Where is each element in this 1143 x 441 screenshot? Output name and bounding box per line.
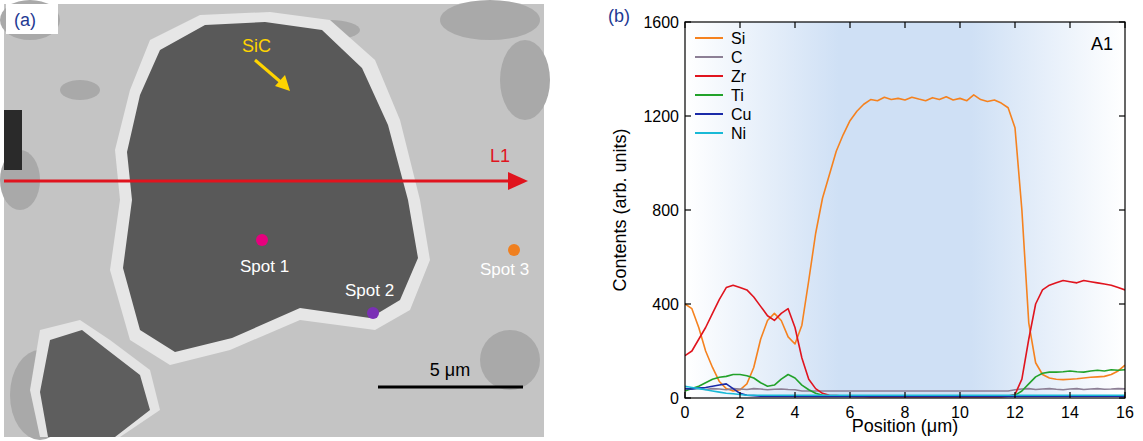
y-tick bbox=[685, 303, 691, 304]
phase-label: SiC bbox=[242, 36, 271, 56]
y-tick bbox=[685, 209, 691, 210]
x-tick bbox=[849, 392, 850, 398]
scan-label: L1 bbox=[490, 146, 510, 166]
scan-arrowhead bbox=[508, 172, 528, 190]
legend-swatch bbox=[695, 132, 723, 134]
x-tick bbox=[1069, 392, 1070, 398]
chart-title: A1 bbox=[1091, 34, 1113, 54]
y-tick-right bbox=[1119, 115, 1125, 116]
sic-particle bbox=[123, 22, 418, 352]
series-line bbox=[685, 388, 1125, 391]
plot-background bbox=[685, 22, 1125, 398]
legend: Si C Zr Ti Cu Ni bbox=[695, 30, 751, 142]
legend-swatch bbox=[695, 37, 723, 39]
x-tick-top bbox=[794, 22, 795, 28]
spot-label: Spot 2 bbox=[345, 281, 394, 300]
y-tick-right bbox=[1119, 21, 1125, 22]
legend-label: Ni bbox=[731, 125, 746, 142]
sem-grain bbox=[0, 0, 60, 40]
phase-arrowhead bbox=[275, 75, 290, 91]
y-tick bbox=[685, 21, 691, 22]
chart-panel: 0246810121416040080012001600Position (μm… bbox=[608, 6, 1134, 436]
sem-grain bbox=[440, 0, 540, 40]
y-tick-label: 400 bbox=[652, 296, 679, 313]
spot-marker bbox=[367, 307, 379, 319]
sem-grain bbox=[480, 330, 540, 390]
sem-grain bbox=[60, 80, 100, 100]
legend-label: Zr bbox=[731, 68, 747, 85]
panel-label: (b) bbox=[608, 6, 630, 26]
x-tick-label: 14 bbox=[1061, 404, 1079, 421]
x-tick-top bbox=[904, 22, 905, 28]
y-axis-title: Contents (arb. units) bbox=[610, 128, 630, 291]
spot-marker bbox=[508, 244, 520, 256]
x-tick-label: 0 bbox=[681, 404, 690, 421]
x-tick bbox=[684, 392, 685, 398]
x-tick-top bbox=[1069, 22, 1070, 28]
y-tick-right bbox=[1119, 209, 1125, 210]
y-tick bbox=[685, 397, 691, 398]
x-axis-title: Position (μm) bbox=[852, 416, 958, 436]
spot-label: Spot 1 bbox=[240, 257, 289, 276]
sem-rim bbox=[30, 320, 160, 437]
y-tick-right bbox=[1119, 397, 1125, 398]
y-tick-label: 800 bbox=[652, 202, 679, 219]
sem-grain bbox=[500, 40, 550, 120]
y-tick-right bbox=[1119, 303, 1125, 304]
legend-label: C bbox=[731, 49, 743, 66]
spot-marker bbox=[256, 234, 268, 246]
scale-bar-label: 5 μm bbox=[430, 360, 470, 380]
y-tick bbox=[685, 115, 691, 116]
x-tick-label: 16 bbox=[1116, 404, 1134, 421]
sem-rim bbox=[110, 12, 430, 365]
legend-swatch bbox=[695, 113, 723, 115]
series-line bbox=[685, 95, 1125, 391]
series-group bbox=[685, 95, 1125, 397]
legend-label: Si bbox=[731, 30, 745, 47]
plot-frame bbox=[685, 22, 1125, 398]
x-tick bbox=[739, 392, 740, 398]
x-tick bbox=[904, 392, 905, 398]
x-tick-top bbox=[1014, 22, 1015, 28]
legend-swatch bbox=[695, 75, 723, 77]
x-tick-top bbox=[739, 22, 740, 28]
scale-bar bbox=[378, 386, 523, 389]
panel-label: (a) bbox=[14, 10, 36, 30]
x-tick bbox=[959, 392, 960, 398]
sem-background bbox=[4, 4, 544, 437]
panel-label-bg bbox=[6, 4, 58, 34]
x-tick-label: 12 bbox=[1006, 404, 1024, 421]
phase-arrow bbox=[255, 60, 283, 84]
spot-label: Spot 3 bbox=[480, 260, 529, 279]
x-tick bbox=[794, 392, 795, 398]
sic-particle bbox=[40, 330, 150, 437]
legend-label: Ti bbox=[731, 87, 744, 104]
series-line bbox=[685, 281, 1125, 397]
x-tick bbox=[1014, 392, 1015, 398]
x-tick-top bbox=[684, 22, 685, 28]
figure: (a)SiCL1Spot 1Spot 2Spot 35 μm0246810121… bbox=[0, 0, 1143, 441]
x-tick-label: 2 bbox=[736, 404, 745, 421]
y-tick-label: 0 bbox=[670, 390, 679, 407]
x-tick-top bbox=[1124, 22, 1125, 28]
x-tick-top bbox=[849, 22, 850, 28]
x-tick-top bbox=[959, 22, 960, 28]
legend-swatch bbox=[695, 56, 723, 58]
sem-panel: (a) SiC L1 Spot 1 Spot 2 Spot 3 5 μm bbox=[0, 0, 550, 440]
x-tick bbox=[1124, 392, 1125, 398]
legend-label: Cu bbox=[731, 106, 751, 123]
y-tick-label: 1200 bbox=[643, 108, 679, 125]
y-tick-label: 1600 bbox=[643, 14, 679, 31]
scan-line bbox=[4, 180, 510, 183]
x-tick-label: 4 bbox=[791, 404, 800, 421]
sem-pore bbox=[4, 110, 22, 170]
legend-swatch bbox=[695, 94, 723, 96]
